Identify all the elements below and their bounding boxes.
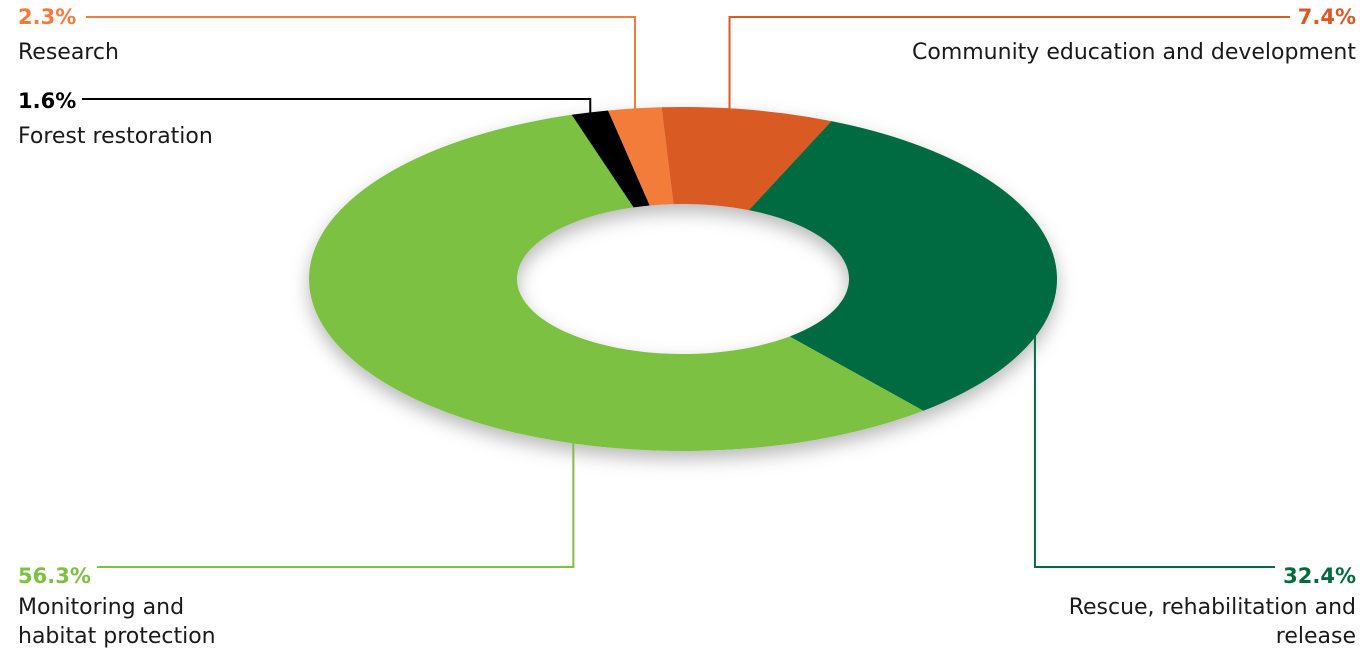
category-label-research: Research <box>18 38 318 67</box>
leader-line-monitoring <box>97 441 573 567</box>
leader-line-rescue <box>1035 334 1275 567</box>
donut-slices <box>309 107 1057 451</box>
pct-label-monitoring: 56.3% <box>18 564 91 588</box>
pct-label-research: 2.3% <box>18 5 76 29</box>
pct-label-rescue: 32.4% <box>1283 564 1356 588</box>
category-label-forest-restoration: Forest restoration <box>18 122 318 151</box>
pct-label-forest-restoration: 1.6% <box>18 89 76 113</box>
category-label-community: Community education and development <box>796 38 1356 67</box>
leader-lines <box>82 17 1290 567</box>
category-label-rescue: Rescue, rehabilitation and release <box>996 593 1356 651</box>
leader-line-forest-restoration <box>82 99 590 114</box>
pct-label-community: 7.4% <box>1298 5 1356 29</box>
category-label-monitoring: Monitoring and habitat protection <box>18 593 268 651</box>
